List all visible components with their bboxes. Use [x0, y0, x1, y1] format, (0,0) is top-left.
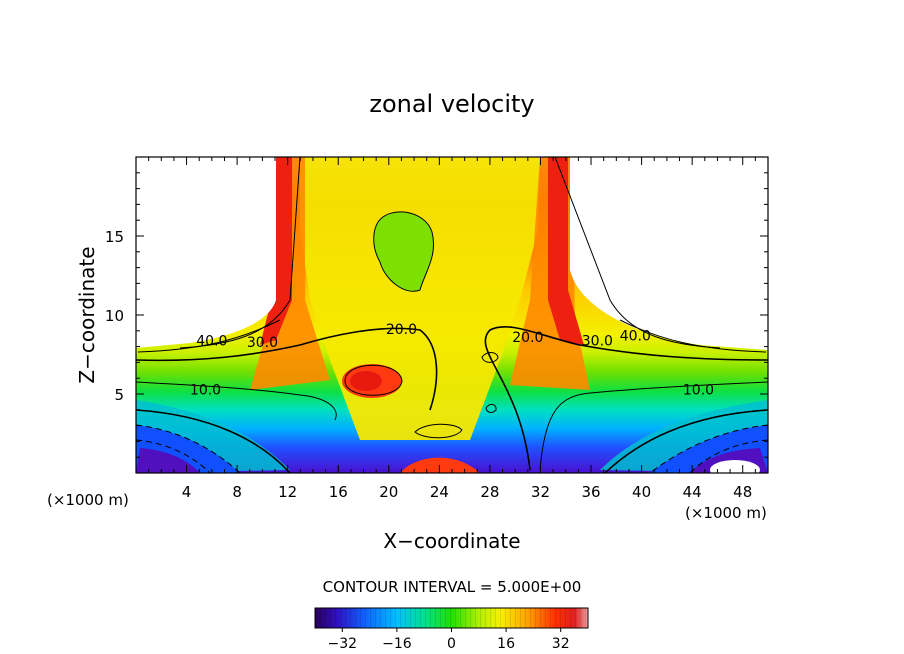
x-unit-left: (×1000 m)	[47, 491, 129, 509]
contour-field	[136, 157, 768, 473]
contour-line-neg-right-2	[689, 439, 768, 473]
contour-line-0-right	[604, 409, 768, 473]
x-tick-label: 16	[329, 483, 348, 501]
contour-line-neg-right-1	[649, 424, 768, 473]
x-axis-ticks: 4 8 12 16 20 24 28 32 36 40 44 48	[148, 157, 756, 501]
chart-title: zonal velocity	[369, 90, 534, 118]
y-axis-label: Z−coordinate	[75, 246, 99, 383]
masked-region-left	[136, 157, 276, 348]
colorbar-stripes	[315, 608, 588, 628]
contour-line-small-1	[414, 423, 463, 439]
x-tick-label: 28	[480, 483, 499, 501]
y-tick-label: 5	[114, 386, 124, 404]
x-tick-label: 40	[632, 483, 651, 501]
contour-line-40-right	[619, 319, 767, 353]
contour-label: 40.0	[196, 333, 227, 349]
contour-labels: 40.0 30.0 20.0 20.0 30.0 40.0 10.0 10.0	[190, 322, 714, 398]
contour-line-20-right	[484, 326, 768, 471]
x-axis-label: X−coordinate	[383, 529, 520, 553]
field-bottom-red	[400, 457, 480, 473]
masked-region-right	[570, 157, 768, 350]
field-green-core	[373, 211, 434, 292]
x-tick-label: 36	[581, 483, 600, 501]
y-tick-label: 10	[105, 307, 124, 325]
colorbar-tick-label: 0	[447, 636, 456, 652]
contour-line-0-left	[136, 409, 291, 473]
colorbar-tick-label: 32	[552, 636, 570, 652]
contour-interval-note: CONTOUR INTERVAL = 5.000E+00	[323, 578, 582, 596]
x-tick-label: 12	[278, 483, 297, 501]
contour-label: 10.0	[190, 382, 221, 398]
colorbar-tick-label: 16	[497, 636, 515, 652]
y-tick-label: 15	[105, 228, 124, 246]
contour-lines	[136, 157, 768, 473]
colorbar-ticks: −32 −16 0 16 32	[328, 628, 570, 652]
contour-label: 30.0	[247, 335, 278, 351]
contour-line-40-left	[137, 319, 281, 353]
contour-label: 30.0	[582, 333, 613, 349]
contour-line-20-left	[136, 327, 438, 411]
field-red-core-inner	[350, 371, 382, 391]
x-tick-label: 48	[733, 483, 752, 501]
contour-label: 10.0	[683, 382, 714, 398]
colorbar-tick-label: −16	[382, 636, 412, 652]
colorbar-tick-label: −32	[328, 636, 358, 652]
x-unit-right: (×1000 m)	[685, 504, 767, 522]
x-tick-label: 8	[232, 483, 242, 501]
contour-line-core-red	[344, 364, 403, 396]
y-axis-ticks: 5 10 15	[105, 172, 768, 458]
contour-line-small-3	[485, 403, 497, 413]
field-neg-left-core	[136, 448, 200, 473]
contour-line-neg-left-2	[136, 439, 211, 473]
x-tick-label: 32	[531, 483, 550, 501]
contour-line-small-2	[481, 352, 499, 363]
contour-label: 40.0	[620, 329, 651, 345]
field-red-edge-right	[548, 157, 584, 345]
colorbar: −32 −16 0 16 32	[314, 607, 589, 652]
contour-label: 20.0	[386, 322, 417, 338]
masked-region-bottom-right	[710, 460, 760, 473]
x-tick-label: 44	[683, 483, 702, 501]
contour-label: 20.0	[512, 330, 543, 346]
x-tick-label: 24	[430, 483, 449, 501]
contour-line-10-left	[136, 381, 337, 421]
contour-line-10-right	[539, 381, 768, 471]
contour-line-core-upper	[373, 211, 434, 292]
x-tick-label: 20	[379, 483, 398, 501]
x-tick-label: 4	[182, 483, 192, 501]
contour-line-neg-left-1	[136, 424, 241, 473]
